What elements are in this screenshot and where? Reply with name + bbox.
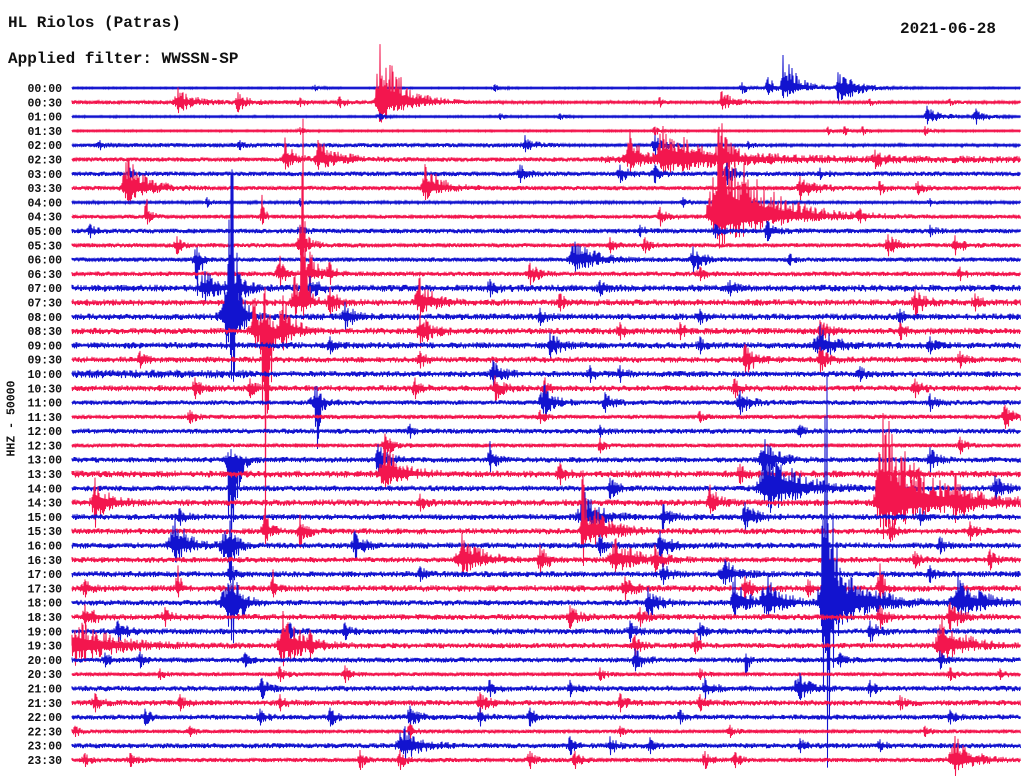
time-label-04:00: 04:00 [27,197,62,210]
time-label-12:30: 12:30 [27,440,62,453]
time-label-11:00: 11:00 [27,398,62,411]
trace-00:30 [71,44,1021,123]
time-label-12:00: 12:00 [27,426,62,439]
trace-02:30 [71,123,1021,176]
time-label-13:30: 13:30 [27,469,62,482]
time-label-20:30: 20:30 [27,669,62,682]
time-label-02:30: 02:30 [27,155,62,168]
time-label-14:00: 14:00 [27,483,62,496]
trace-05:00 [71,220,1021,242]
trace-23:30 [71,735,1021,777]
applied-filter-label: Applied filter: WWSSN-SP [8,50,239,68]
trace-23:00 [71,726,1021,761]
time-label-22:30: 22:30 [27,726,62,739]
trace-18:30 [71,602,1021,632]
trace-17:00 [71,559,1021,585]
trace-20:30 [71,665,1021,684]
time-label-18:00: 18:00 [27,598,62,611]
time-label-23:30: 23:30 [27,755,62,768]
trace-13:00 [71,439,1021,575]
trace-01:30 [71,126,1021,136]
time-label-04:30: 04:30 [27,212,62,225]
time-label-08:30: 08:30 [27,326,62,339]
time-label-13:00: 13:00 [27,455,62,468]
trace-09:00 [71,324,1021,361]
time-label-20:00: 20:00 [27,655,62,668]
trace-10:00 [71,360,1021,388]
trace-08:30 [71,287,1021,537]
time-label-00:00: 00:00 [27,83,62,96]
trace-18:00 [71,375,1021,768]
trace-19:00 [71,620,1021,643]
time-label-06:30: 06:30 [27,269,62,282]
time-label-05:30: 05:30 [27,240,62,253]
trace-22:30 [71,723,1021,740]
time-label-19:00: 19:00 [27,626,62,639]
time-label-23:00: 23:00 [27,741,62,754]
time-label-07:30: 07:30 [27,298,62,311]
trace-14:30 [71,413,1021,540]
time-label-19:30: 19:30 [27,641,62,654]
trace-01:00 [71,105,1021,125]
time-label-09:00: 09:00 [27,340,62,353]
time-label-07:00: 07:00 [27,283,62,296]
time-label-17:00: 17:00 [27,569,62,582]
trace-15:00 [71,492,1021,534]
trace-14:00 [71,445,1021,513]
trace-21:30 [71,692,1021,714]
trace-06:30 [71,251,1021,287]
trace-09:30 [71,343,1021,376]
trace-20:00 [71,648,1021,677]
time-label-16:00: 16:00 [27,541,62,554]
trace-13:30 [71,444,1021,490]
time-label-03:00: 03:00 [27,169,62,182]
trace-12:00 [71,423,1021,439]
trace-00:00 [71,54,1021,104]
trace-22:00 [71,705,1021,729]
time-label-01:30: 01:30 [27,126,62,139]
time-label-22:00: 22:00 [27,712,62,725]
trace-02:00 [71,134,1021,156]
trace-16:00 [71,516,1021,575]
time-label-11:30: 11:30 [27,412,62,425]
station-title: HL Riolos (Patras) [8,14,181,32]
time-label-10:00: 10:00 [27,369,62,382]
trace-11:00 [71,384,1021,450]
trace-19:30 [71,610,1021,667]
trace-11:30 [71,404,1021,429]
time-label-05:00: 05:00 [27,226,62,239]
time-label-18:30: 18:30 [27,612,62,625]
trace-05:30 [71,225,1021,257]
time-label-01:00: 01:00 [27,112,62,125]
time-label-16:30: 16:30 [27,555,62,568]
trace-04:30 [71,126,1021,249]
time-label-21:30: 21:30 [27,698,62,711]
trace-12:30 [71,433,1021,458]
trace-21:00 [71,672,1021,701]
trace-08:00 [71,169,1021,382]
trace-03:00 [71,162,1021,186]
time-label-17:30: 17:30 [27,583,62,596]
time-label-15:30: 15:30 [27,526,62,539]
time-label-00:30: 00:30 [27,97,62,110]
time-label-14:30: 14:30 [27,498,62,511]
time-label-21:00: 21:00 [27,684,62,697]
trace-10:30 [71,375,1021,402]
trace-16:30 [71,533,1021,575]
time-label-10:30: 10:30 [27,383,62,396]
trace-17:30 [71,563,1021,604]
time-label-15:00: 15:00 [27,512,62,525]
trace-03:30 [71,158,1021,205]
time-label-06:00: 06:00 [27,255,62,268]
time-label-09:30: 09:30 [27,355,62,368]
plot-date: 2021-06-28 [899,20,996,38]
time-label-03:30: 03:30 [27,183,62,196]
time-label-02:00: 02:00 [27,140,62,153]
time-label-08:00: 08:00 [27,312,62,325]
trace-04:00 [71,197,1021,208]
